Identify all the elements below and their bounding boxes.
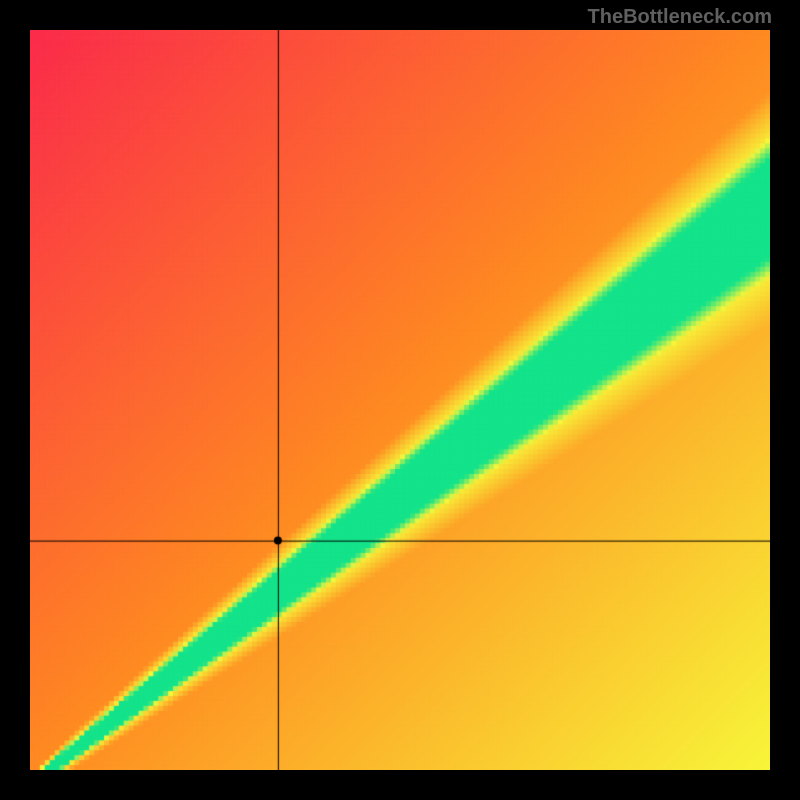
heatmap-plot	[30, 30, 770, 770]
heatmap-canvas	[30, 30, 770, 770]
chart-container: TheBottleneck.com	[0, 0, 800, 800]
watermark-text: TheBottleneck.com	[588, 6, 772, 29]
